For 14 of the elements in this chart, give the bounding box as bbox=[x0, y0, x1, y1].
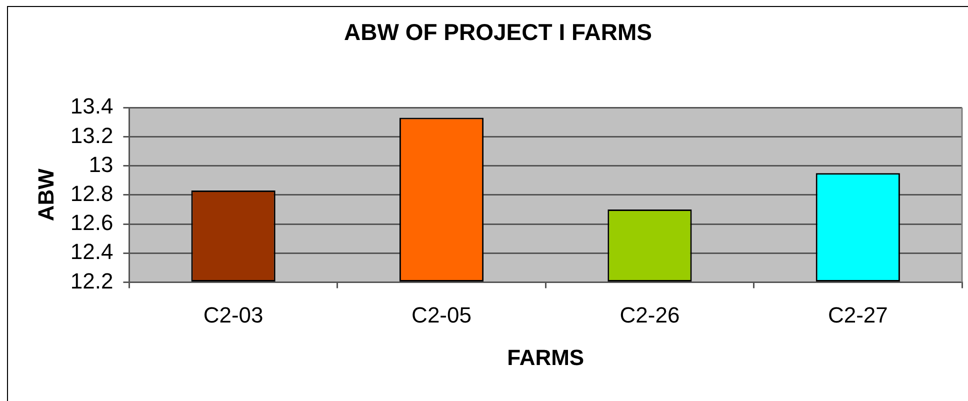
x-tick-label: C2-26 bbox=[620, 302, 680, 328]
y-tick-label: 13 bbox=[88, 152, 114, 177]
y-axis-title: ABW bbox=[33, 168, 58, 222]
y-tick-label: 12.6 bbox=[70, 210, 114, 236]
y-tick-label: 12.8 bbox=[70, 180, 114, 206]
x-tick-label: C2-27 bbox=[828, 302, 888, 328]
chart-title: ABW OF PROJECT I FARMS bbox=[344, 19, 652, 46]
y-tick-label: 13.4 bbox=[70, 94, 114, 119]
x-axis-title: FARMS bbox=[507, 344, 584, 370]
x-tick-label: C2-05 bbox=[412, 302, 472, 328]
y-tick-label: 12.4 bbox=[70, 239, 114, 264]
y-tick-label: 13.2 bbox=[70, 122, 114, 148]
x-tick-label: C2-03 bbox=[203, 302, 264, 328]
y-tick-label: 12.2 bbox=[70, 268, 114, 294]
